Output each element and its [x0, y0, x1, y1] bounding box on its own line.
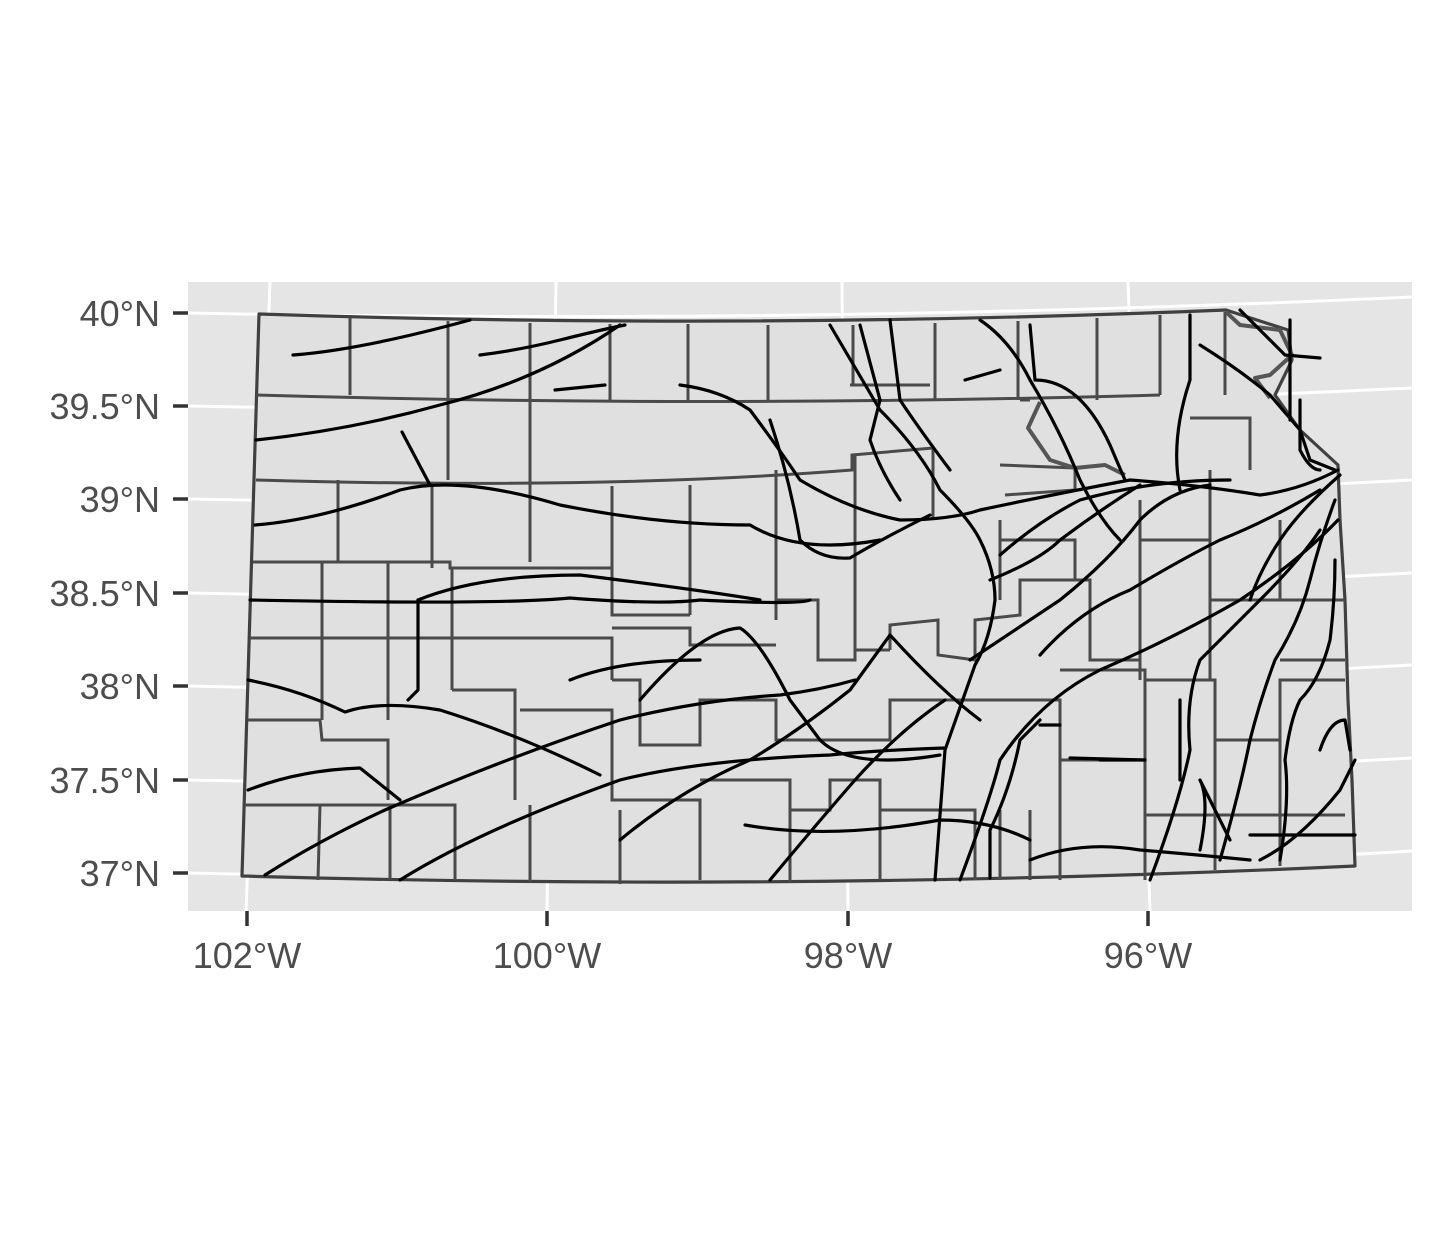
y-tick-label-38: 38°N [80, 666, 160, 707]
y-tick-label-37: 37°N [80, 853, 160, 894]
y-tick-label-38-5: 38.5°N [50, 573, 160, 614]
y-axis: 40°N 39.5°N 39°N 38.5°N 38°N 37.5°N 37°N [50, 293, 188, 894]
kansas-state-outline [240, 308, 1357, 884]
x-tick-label-96: 96°W [1104, 935, 1192, 976]
x-tick-label-100: 100°W [493, 935, 601, 976]
x-axis: 102°W 100°W 98°W 96°W [193, 911, 1192, 976]
y-tick-label-40: 40°N [80, 293, 160, 334]
railroad-lines [246, 308, 1357, 882]
y-tick-label-37-5: 37.5°N [50, 760, 160, 801]
y-tick-label-39-5: 39.5°N [50, 386, 160, 427]
x-tick-label-98: 98°W [804, 935, 892, 976]
y-tick-label-39: 39°N [80, 479, 160, 520]
x-tick-label-102: 102°W [193, 935, 301, 976]
